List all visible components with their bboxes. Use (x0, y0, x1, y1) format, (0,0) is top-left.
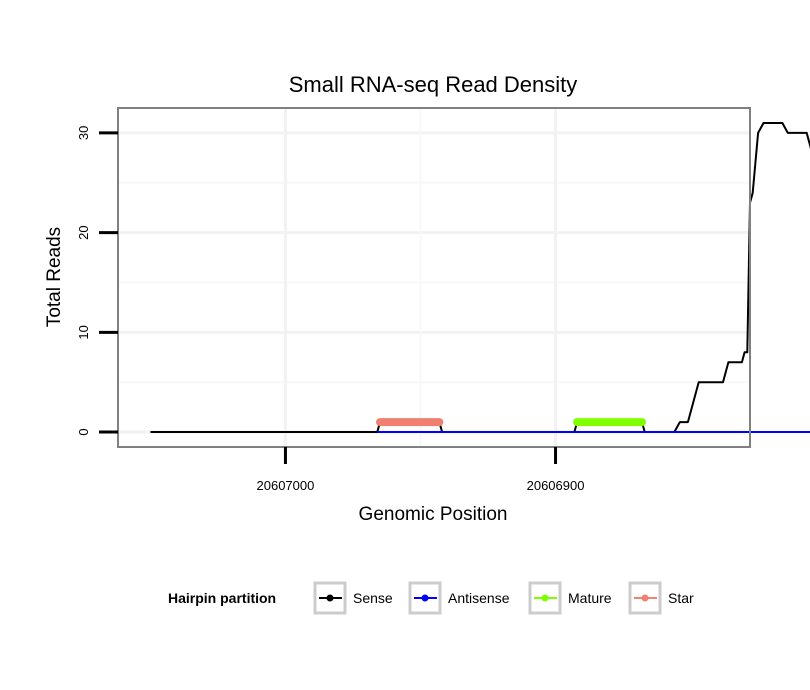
y-tick-label: 10 (76, 325, 91, 339)
legend-key-point (326, 594, 334, 602)
y-axis-ticks: 0 10 20 30 (76, 126, 118, 436)
legend-label: Sense (353, 590, 393, 606)
legend-label: Mature (568, 590, 612, 606)
legend-label: Antisense (448, 590, 510, 606)
legend-key-point (541, 594, 549, 602)
legend: Hairpin partition Sense Antisense Mature St… (168, 581, 694, 615)
series-sense-line (150, 122, 810, 433)
x-axis-title: Genomic Position (359, 504, 508, 525)
legend-key-point (421, 594, 429, 602)
legend-item-sense: Sense (313, 581, 393, 615)
plot-panel-border (117, 107, 751, 448)
legend-item-antisense: Antisense (408, 581, 510, 615)
legend-title: Hairpin partition (168, 590, 276, 606)
y-tick-label: 0 (76, 428, 91, 435)
legend-label: Star (668, 590, 694, 606)
legend-key-point (641, 594, 649, 602)
x-axis-ticks: 20607000 20606900 (257, 447, 585, 493)
x-tick-label: 20607000 (257, 478, 315, 493)
series-layer (150, 122, 810, 433)
chart-title: Small RNA-seq Read Density (289, 72, 578, 97)
x-tick-label: 20606900 (527, 478, 585, 493)
grid (118, 108, 750, 447)
y-tick-label: 20 (76, 225, 91, 239)
legend-item-star: Star (628, 581, 694, 615)
y-tick-label: 30 (76, 126, 91, 140)
y-axis-title: Total Reads (44, 227, 65, 327)
legend-item-mature: Mature (528, 581, 612, 615)
